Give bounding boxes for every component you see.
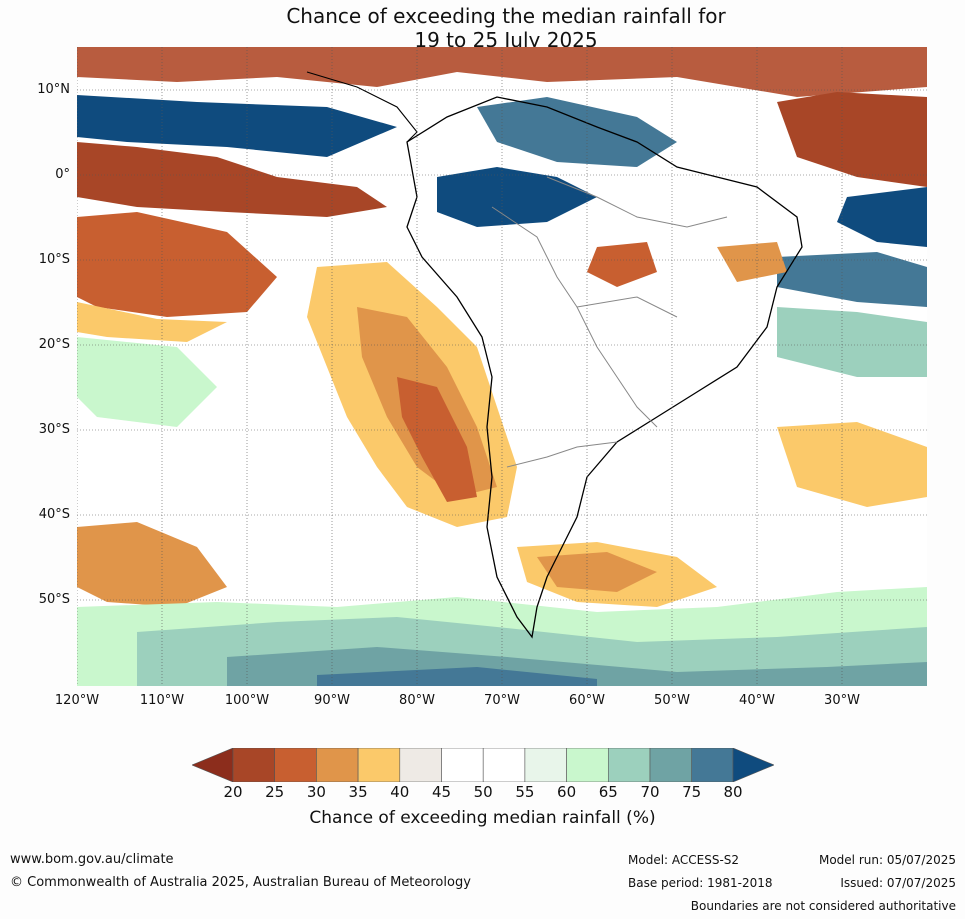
colorbar-graphic [191,747,775,783]
footer-model-run: Model run: 05/07/2025 [818,853,956,867]
colorbar-tick-60: 60 [557,783,577,801]
rainfall-map [77,47,927,686]
colorbar-swatch-45-50 [441,747,484,783]
colorbar-arrow-high [732,747,775,783]
colorbar-tick-70: 70 [640,783,660,801]
lon-label-40w: 40°W [739,693,775,708]
colorbar-swatch-25-30 [274,747,317,783]
colorbar-tick-50: 50 [473,783,493,801]
lon-label-50w: 50°W [654,693,690,708]
map-canvas [77,47,927,686]
title-line-1: Chance of exceeding the median rainfall … [286,4,726,28]
footer-issued: Issued: 07/07/2025 [840,876,956,890]
colorbar-tick-80: 80 [723,783,743,801]
colorbar-swatch-20-25 [232,747,276,783]
footer-model: Model: ACCESS-S2 [628,853,740,867]
footer-disclaimer: Boundaries are not considered authoritat… [690,899,956,913]
lat-label-50s: 50°S [38,592,70,607]
colorbar-swatch-40-45 [399,747,442,783]
colorbar-tick-75: 75 [682,783,702,801]
colorbar-tick-30: 30 [306,783,326,801]
colorbar-tick-45: 45 [431,783,452,801]
colorbar-tick-35: 35 [348,783,368,801]
lon-label-110w: 110°W [139,693,185,708]
colorbar-tick-20: 20 [223,783,243,801]
colorbar-tick-55: 55 [515,783,535,801]
lon-label-100w: 100°W [224,693,270,708]
lon-label-120w: 120°W [54,693,100,708]
lat-label-10s: 10°S [38,252,70,267]
colorbar-swatch-50-55 [482,747,526,783]
lat-label-40s: 40°S [38,507,70,522]
colorbar-swatch-55-60 [524,747,567,783]
colorbar [191,747,775,783]
colorbar-swatch-65-70 [607,747,651,783]
lon-label-80w: 80°W [399,693,435,708]
lat-label-0: 0° [55,167,70,182]
lon-label-90w: 90°W [314,693,350,708]
colorbar-swatch-30-35 [316,747,359,783]
lon-label-60w: 60°W [569,693,605,708]
colorbar-tick-65: 65 [598,783,618,801]
lon-label-70w: 70°W [484,693,520,708]
colorbar-tick-40: 40 [390,783,410,801]
map-title: Chance of exceeding the median rainfall … [0,4,965,52]
colorbar-label: Chance of exceeding median rainfall (%) [309,808,656,828]
lat-label-20s: 20°S [38,337,70,352]
footer-copyright: © Commonwealth of Australia 2025, Austra… [10,875,471,890]
lat-label-30s: 30°S [38,422,70,437]
lon-label-30w: 30°W [824,693,860,708]
colorbar-tick-25: 25 [265,783,285,801]
colorbar-swatch-35-40 [357,747,401,783]
colorbar-swatch-75-80 [691,747,734,783]
footer-website: www.bom.gov.au/climate [10,852,174,867]
colorbar-swatch-70-75 [649,747,693,783]
colorbar-arrow-low [191,747,234,783]
lat-label-10n: 10°N [37,82,70,97]
footer-base-period: Base period: 1981-2018 [628,876,773,890]
colorbar-swatch-60-65 [566,747,609,783]
